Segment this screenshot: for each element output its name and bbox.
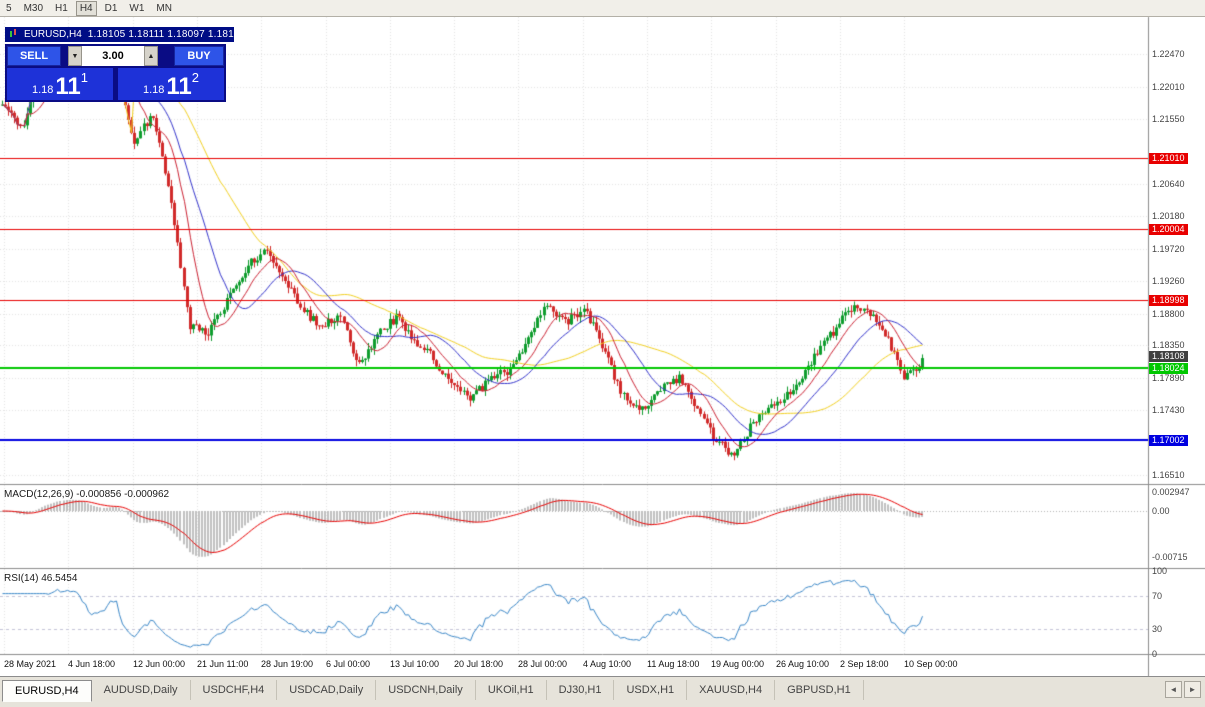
ask-price[interactable]: 1.18 11 2 — [118, 68, 224, 100]
timeframe-button-mn[interactable]: MN — [156, 2, 172, 14]
bid-price[interactable]: 1.18 11 1 — [7, 68, 113, 100]
timeframe-toolbar: 5 M30 H1 H4 D1 W1 MN — [0, 0, 1205, 17]
bid-price-pips: 11 — [55, 73, 81, 100]
chart-tab-audusd-daily[interactable]: AUDUSD,Daily — [92, 680, 191, 700]
lot-size-input[interactable]: 3.00 — [82, 46, 144, 66]
timeframe-button-h4[interactable]: H4 — [75, 0, 97, 16]
chart-tabs: EURUSD,H4 AUDUSD,Daily USDCHF,H4 USDCAD,Dai… — [0, 676, 1205, 707]
chart-tab-dj30-h1[interactable]: DJ30,H1 — [547, 680, 615, 700]
timeframe-button-5[interactable]: 5 — [6, 2, 12, 14]
chart-tab-ukoil-h1[interactable]: UKOil,H1 — [476, 680, 547, 700]
bid-price-fraction: 1 — [80, 70, 89, 85]
symbol-title: EURUSD,H4 — [24, 29, 82, 40]
symbol-header: EURUSD,H4 1.18105 1.18111 1.18097 1.1810… — [5, 27, 245, 42]
chart-tab-eurusd-h4[interactable]: EURUSD,H4 — [2, 680, 92, 702]
timeframe-button-m30[interactable]: M30 — [23, 2, 44, 14]
ask-price-fraction: 2 — [191, 70, 200, 85]
chart-tab-xauusd-h4[interactable]: XAUUSD,H4 — [687, 680, 776, 700]
sell-button[interactable]: SELL — [7, 46, 61, 66]
tab-scroll-left-button[interactable]: ◄ — [1165, 681, 1182, 698]
lot-decrease-button[interactable]: ▼ — [68, 46, 82, 66]
chart-canvas[interactable] — [0, 0, 1205, 676]
bid-price-prefix: 1.18 — [31, 84, 54, 96]
chart-tab-usdx-h1[interactable]: USDX,H1 — [614, 680, 688, 700]
ask-price-prefix: 1.18 — [142, 84, 165, 96]
lot-increase-button[interactable]: ▲ — [144, 46, 158, 66]
chart-icon — [9, 28, 18, 41]
ask-price-pips: 11 — [166, 73, 192, 100]
chart-tab-gbpusd-h1[interactable]: GBPUSD,H1 — [775, 680, 864, 700]
chart-tab-usdchf-h4[interactable]: USDCHF,H4 — [191, 680, 278, 700]
timeframe-button-h1[interactable]: H1 — [55, 2, 68, 14]
tab-scroll-right-button[interactable]: ► — [1184, 681, 1201, 698]
chart-tab-usdcad-daily[interactable]: USDCAD,Daily — [277, 680, 377, 700]
buy-button[interactable]: BUY — [174, 46, 224, 66]
one-click-trading-panel: SELL ▼ 3.00 ▲ BUY 1.18 11 1 1.18 11 2 — [5, 44, 226, 102]
timeframe-button-w1[interactable]: W1 — [129, 2, 145, 14]
chart-tab-usdcnh-daily[interactable]: USDCNH,Daily — [376, 680, 476, 700]
timeframe-button-d1[interactable]: D1 — [104, 2, 118, 14]
ohlc-values: 1.18105 1.18111 1.18097 1.18108 — [87, 29, 246, 40]
